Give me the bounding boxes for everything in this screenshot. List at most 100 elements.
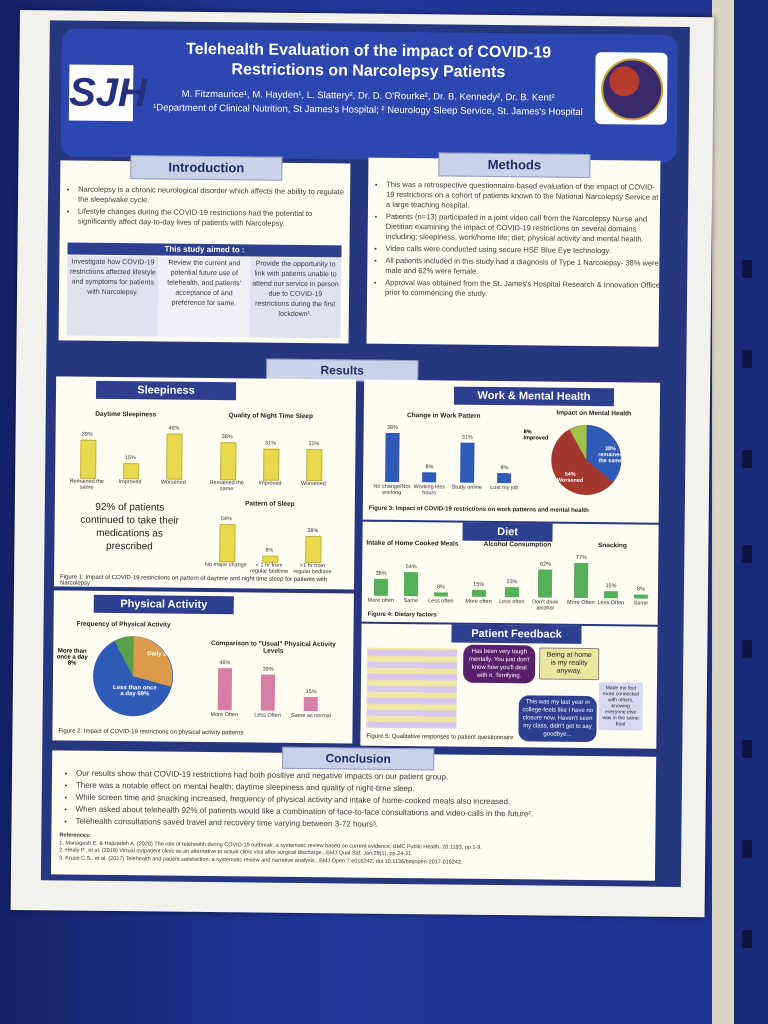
aim-cell: Review the current and potential future … — [157, 256, 251, 338]
bar-value-label: 15% — [473, 582, 485, 589]
chart-bar — [504, 586, 519, 598]
chart-bar — [218, 524, 236, 563]
daytime-sleepiness-title: Daytime Sleepiness — [95, 410, 157, 419]
sleepiness-panel: Sleepiness Daytime Sleepiness 39% Remaine… — [53, 376, 357, 590]
introduction-panel: Introduction Narcolepsy is a chronic neu… — [58, 155, 351, 344]
bar-value-label: 46% — [219, 659, 231, 666]
chart-bar — [306, 449, 323, 482]
snacking-chart: 77% More Often 15% Less Often 8% Same — [566, 554, 657, 613]
pie-label-less-than-daily: Less than once a day 69% — [113, 685, 157, 698]
aims-table: Investigate how COVID-19 restrictions af… — [66, 255, 342, 339]
chart-bar — [219, 441, 237, 481]
chart-bar — [305, 535, 322, 564]
bar-category-label: No change/Not working — [373, 483, 411, 497]
bar-category-label: Same as normal — [290, 712, 331, 720]
bar-category-label: >1 hr from regular bedtime — [293, 562, 332, 576]
chart-bar — [374, 578, 388, 596]
board-clip — [742, 840, 752, 858]
pie-slice-same — [586, 424, 622, 483]
bar-category-label: More often — [465, 598, 492, 605]
hospital-seal — [594, 52, 668, 125]
figure-4-caption: Figure 4: Dietary factors — [367, 611, 437, 619]
bar-value-label: 77% — [575, 555, 587, 562]
alcohol-title: Alcohol Consumption — [483, 540, 552, 549]
sleep-pattern-chart: 54% No major change 8% < 1 hr from regular … — [204, 512, 335, 575]
bar-value-label: 46% — [168, 425, 180, 432]
methods-panel: Methods This was a retrospective questio… — [366, 152, 662, 347]
bar-category-label: < 1 hr from regular bedtime — [249, 562, 289, 575]
bar-value-label: 54% — [220, 516, 232, 523]
mental-label-improved: 8% Improved — [523, 429, 549, 442]
work-mental-health-panel: Work & Mental Health Change in Work Patt… — [362, 379, 661, 523]
bar-value-label: 31% — [264, 440, 277, 447]
chart-bar — [538, 569, 553, 598]
bar-value-label: 8% — [436, 584, 445, 591]
bar-category-label: Worsened — [300, 480, 326, 488]
home-cooked-chart: 38% More often 54% Same 8% Less often — [366, 552, 457, 611]
methods-bullets: This was a retrospective questionnaire-b… — [375, 180, 662, 303]
bar-value-label: 31% — [461, 434, 473, 441]
work-mental-heading: Work & Mental Health — [453, 386, 615, 407]
methods-heading: Methods — [438, 152, 591, 178]
board-panel-right — [734, 0, 768, 1024]
bar-category-label: Improved — [258, 480, 282, 487]
mental-label-same: 38% remained the same — [598, 446, 623, 465]
bar-category-label: Less often — [428, 598, 454, 605]
chart-bar — [404, 571, 418, 597]
bar-category-label: Remained the same — [209, 480, 244, 493]
board-clip — [742, 450, 752, 468]
chart-bar — [79, 439, 97, 479]
chart-bar — [604, 591, 618, 599]
quote-box-small: Made me feel more connected with others,… — [598, 682, 643, 731]
bar-category-label: Don't drink alcohol — [532, 599, 559, 612]
authors: M. Fitzmaurice¹, M. Hayden¹, L. Slattery… — [149, 87, 587, 120]
quote-bubble: Has been very tough mentally. You just d… — [462, 644, 536, 684]
alcohol-chart: 15% More often 23% Less often 62% Don't drink… — [462, 553, 563, 612]
bar-value-label: 8% — [500, 464, 509, 471]
activity-frequency-pie — [93, 636, 174, 717]
board-clip — [742, 930, 752, 948]
bar-category-label: Less often — [499, 599, 525, 606]
activity-comparison-title: Comparison to "Usual" Physical Activity … — [210, 640, 336, 655]
pie-label-daily: Daily 23% — [147, 651, 176, 658]
bar-value-label: 31% — [308, 441, 320, 448]
bar-category-label: Less Often — [254, 712, 281, 719]
introduction-bullets: Narcolepsy is a chronic neurological dis… — [68, 185, 350, 232]
night-sleep-chart: 38% Remained the same 31% Improved 31% Worsen… — [205, 422, 336, 493]
chart-bar — [574, 563, 588, 598]
bar-category-label: Remained the same — [69, 478, 104, 491]
bar-value-label: 15% — [124, 454, 136, 461]
sleep-pattern-title: Pattern of Sleep — [245, 500, 295, 508]
board-clip — [742, 350, 752, 368]
home-cooked-title: Intake of Home Cooked Meals — [366, 539, 459, 548]
chart-bar — [166, 433, 183, 480]
chart-bar — [471, 590, 486, 597]
methods-bullet: All patients included in this study had … — [385, 256, 661, 279]
introduction-heading: Introduction — [130, 155, 283, 181]
work-pattern-chart: 38% No change/Not working 8% Working less h… — [373, 422, 524, 498]
sleepiness-heading: Sleepiness — [95, 380, 237, 401]
night-sleep-title: Quality of Night Time Sleep — [228, 412, 313, 421]
bar-value-label: 54% — [405, 563, 417, 570]
sjh-logo: SJH — [68, 64, 147, 122]
bar-category-label: Improved — [118, 479, 142, 486]
bar-value-label: 38% — [375, 570, 387, 577]
bar-category-label: Working less hours — [413, 484, 445, 497]
board-clip — [742, 640, 752, 658]
chart-bar — [384, 432, 400, 482]
chart-bar — [634, 594, 648, 599]
chart-bar — [497, 472, 512, 484]
figure-5-caption: Figure 5: Qualitative responses to patie… — [366, 733, 514, 742]
bar-category-label: Worsened — [160, 479, 186, 486]
poster-header: SJH Telehealth Evaluation of the impact … — [60, 28, 678, 163]
mental-health-title: Impact on Mental Health — [556, 409, 632, 418]
methods-bullet: Patients (n=13) participated in a joint … — [386, 212, 662, 245]
bar-category-label: Less Often — [597, 600, 625, 607]
bar-value-label: 38% — [221, 433, 233, 440]
bar-value-label: 8% — [425, 463, 434, 470]
pie-slice-daily — [133, 636, 173, 687]
board-clip — [742, 740, 752, 758]
methods-bullet: Approval was obtained from the St. James… — [385, 278, 661, 301]
bar-category-label: Study online — [451, 484, 482, 491]
figure-2-caption: Figure 2: Impact of COVID-19 restriction… — [58, 728, 244, 737]
